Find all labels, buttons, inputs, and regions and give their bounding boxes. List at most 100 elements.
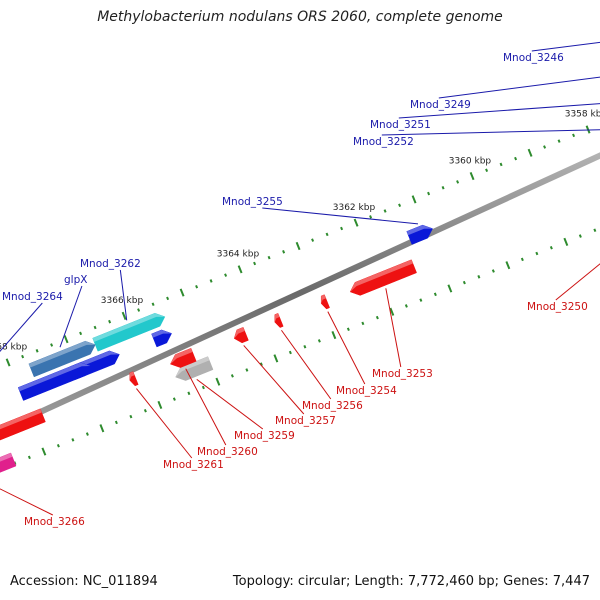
ruler-major-tick: [389, 307, 395, 316]
ruler-major-tick: [99, 424, 105, 433]
reverse-gene-label-leader: [327, 311, 366, 385]
ruler-major-tick: [63, 335, 69, 344]
ruler-minor-tick: [398, 203, 402, 207]
reverse-strand-ruler: [0, 228, 597, 471]
ruler-minor-tick: [245, 368, 249, 372]
ruler-minor-tick: [253, 261, 257, 266]
ruler-minor-tick: [419, 298, 423, 302]
ruler-major-tick: [121, 311, 127, 320]
ruler-major-tick: [5, 358, 11, 367]
ruler-minor-tick: [346, 327, 350, 332]
ruler-minor-tick: [282, 250, 286, 254]
map-title: Methylobacterium nodulans ORS 2060, comp…: [97, 9, 503, 25]
ruler-minor-tick: [108, 319, 112, 324]
ruler-tick-label: 3362 kbp: [333, 203, 376, 213]
forward-gene-label: Mnod_3264: [2, 291, 63, 303]
reverse-gene-label-leader: [281, 329, 332, 400]
ruler-minor-tick: [187, 391, 191, 396]
reverse-gene-arrow-shade: [175, 356, 210, 378]
ruler-minor-tick: [35, 349, 39, 353]
ruler-tick-label: 3364 kbp: [217, 250, 260, 260]
ruler-major-tick: [353, 218, 359, 227]
reverse-gene-arrow: [0, 408, 46, 441]
forward-gene-arrow: [151, 329, 172, 348]
ruler-minor-tick: [317, 339, 321, 343]
ruler-minor-tick: [520, 257, 524, 262]
ruler-minor-tick: [383, 209, 387, 213]
forward-gene-label-leader: [531, 41, 600, 52]
ruler-major-tick: [331, 330, 337, 340]
ruler-minor-tick: [85, 432, 89, 436]
ruler-minor-tick: [172, 397, 176, 401]
ruler-minor-tick: [151, 302, 155, 306]
genome-backbone: [0, 152, 600, 434]
genome-summary: Topology: circular; Length: 7,772,460 bp…: [232, 574, 590, 589]
backbone-line: [0, 152, 600, 434]
gene-features: [0, 224, 433, 473]
forward-gene-arrow-shade: [151, 329, 172, 338]
ruler-minor-tick: [325, 232, 329, 237]
ruler-minor-tick: [572, 133, 576, 138]
accession-label: Accession: NC_011894: [10, 574, 158, 589]
ruler-minor-tick: [50, 343, 54, 347]
ruler-minor-tick: [303, 344, 307, 349]
ruler-minor-tick: [288, 350, 292, 355]
ruler-major-tick: [215, 377, 221, 386]
reverse-gene-arrow: [170, 347, 197, 368]
forward-gene-arrow: [406, 224, 433, 245]
ruler-major-tick: [527, 148, 533, 157]
forward-strand-ruler: 3352 kbp3354 kbp3356 kbp3358 kbp3360 kbp…: [0, 110, 600, 367]
reverse-gene-arrow-shade: [350, 259, 413, 292]
ruler-tick-label: 3366 kbp: [101, 296, 144, 306]
ruler-minor-tick: [404, 304, 408, 308]
ruler-minor-tick: [499, 162, 503, 167]
ruler-minor-tick: [137, 308, 141, 312]
ruler-minor-tick: [195, 284, 199, 289]
ruler-minor-tick: [578, 234, 582, 238]
ruler-minor-tick: [311, 238, 315, 242]
reverse-gene-label: Mnod_3254: [336, 385, 397, 397]
forward-gene-label: Mnod_3262: [80, 258, 141, 270]
ruler-major-tick: [505, 261, 511, 270]
ruler-tick-label: 3368 kbp: [0, 343, 27, 353]
forward-gene-label-leader: [381, 129, 600, 136]
ruler-minor-tick: [593, 228, 597, 233]
ruler-minor-tick: [491, 269, 495, 273]
ruler-minor-tick: [543, 145, 547, 149]
ruler-major-tick: [157, 400, 163, 410]
forward-gene-label: Mnod_3251: [370, 119, 431, 131]
ruler-minor-tick: [456, 180, 460, 184]
ruler-minor-tick: [79, 331, 83, 336]
forward-gene-label-leader: [438, 76, 600, 99]
forward-gene-label-leader: [398, 103, 600, 119]
forward-gene-arrow: [92, 312, 166, 352]
ruler-minor-tick: [129, 414, 133, 419]
reverse-gene-arrow-shade: [0, 452, 13, 462]
forward-gene-label: Mnod_3249: [410, 99, 471, 111]
forward-gene-label-leader: [59, 285, 83, 348]
forward-gene-arrow-shade: [92, 313, 165, 342]
ruler-major-tick: [411, 195, 417, 204]
forward-gene-arrow-shade: [28, 341, 96, 368]
reverse-gene-arrow-shade: [234, 327, 245, 339]
reverse-gene-arrow-shade: [129, 371, 135, 381]
ruler-minor-tick: [209, 279, 213, 283]
ruler-minor-tick: [71, 438, 75, 442]
reverse-gene-arrow: [320, 294, 330, 310]
ruler-major-tick: [237, 265, 243, 274]
ruler-minor-tick: [535, 251, 539, 256]
ruler-minor-tick: [485, 168, 489, 173]
reverse-gene-label-leader: [555, 263, 600, 301]
ruler-minor-tick: [201, 385, 205, 390]
ruler-minor-tick: [441, 185, 445, 190]
forward-gene-label: Mnod_3246: [503, 52, 564, 64]
ruler-minor-tick: [477, 275, 481, 279]
reverse-gene-label: Mnod_3250: [527, 301, 588, 313]
forward-gene-label: Mnod_3252: [353, 136, 414, 148]
reverse-gene-arrow: [0, 452, 17, 473]
ruler-minor-tick: [369, 215, 373, 219]
ruler-minor-tick: [427, 191, 431, 196]
ruler-minor-tick: [166, 296, 170, 301]
ruler-major-tick: [469, 172, 475, 181]
